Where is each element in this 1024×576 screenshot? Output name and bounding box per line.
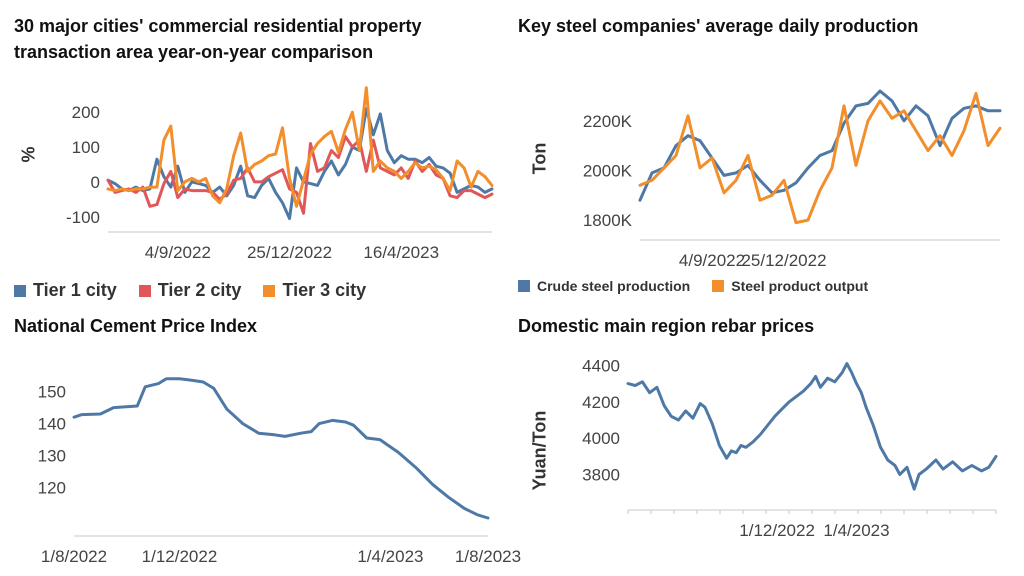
x-tick-label: 1/12/2022 — [142, 547, 218, 566]
chart-title: Key steel companies' average daily produ… — [518, 16, 919, 36]
legend-item-steel: Steel product output — [712, 278, 868, 294]
x-tick-label: 1/4/2023 — [823, 521, 889, 540]
x-tick-label: 16/4/2023 — [363, 243, 439, 262]
legend-label-crude: Crude steel production — [537, 278, 691, 294]
x-tick-label: 4/9/2022 — [679, 251, 745, 270]
series-line-cement-index — [72, 377, 490, 520]
chart-panel-rebar: Domestic main region rebar prices Yuan/T… — [512, 300, 1024, 576]
chart-panel-residential: 30 major cities' commercial residential … — [0, 0, 512, 300]
x-tick-label: 25/12/2022 — [247, 243, 332, 262]
x-tick-label: 4/9/2022 — [145, 243, 211, 262]
legend: Tier 1 city Tier 2 city Tier 3 city — [14, 280, 388, 301]
y-tick-label: 3800 — [582, 466, 620, 485]
x-tick-label: 1/8/2022 — [41, 547, 107, 566]
y-tick-label: 140 — [38, 415, 66, 434]
series-line-steel-product-output — [638, 91, 1002, 225]
cement-index-line-chart: 120 130 140 150 1/8/2022 1/12/2022 1/4/2023 1/8… — [38, 377, 521, 566]
legend-swatch-tier2 — [138, 284, 151, 297]
residential-line-chart: -100 0 100 200 4/9/2022 25/12/2022 16/4/2023 — [66, 86, 494, 262]
series-line-rebar-price — [626, 362, 998, 491]
legend-item-crude: Crude steel production — [518, 278, 690, 294]
y-tick-label: 120 — [38, 479, 66, 498]
legend-item-tier2: Tier 2 city — [138, 280, 242, 301]
legend-swatch-tier1 — [14, 284, 26, 297]
series-line-tier-3-city — [106, 86, 494, 208]
y-tick-label: 150 — [38, 383, 66, 402]
chart-title-line-1: 30 major cities' commercial residential … — [14, 16, 422, 36]
series-line-tier-1-city — [106, 107, 494, 220]
y-tick-label: 4400 — [582, 356, 620, 375]
chart-panel-steel: Key steel companies' average daily produ… — [512, 0, 1024, 300]
y-tick-label: 0 — [91, 173, 100, 192]
legend-label-tier3: Tier 3 city — [282, 280, 367, 300]
legend-label-tier1: Tier 1 city — [33, 280, 117, 300]
x-tick-label: 1/8/2023 — [455, 547, 521, 566]
legend-item-tier3: Tier 3 city — [263, 280, 366, 301]
x-tick-label: 25/12/2022 — [741, 251, 826, 270]
legend-item-tier1: Tier 1 city — [14, 280, 117, 301]
y-tick-label: 2200K — [583, 112, 633, 131]
chart-title-line-2: transaction area year-on-year comparison — [14, 42, 374, 62]
chart-title: National Cement Price Index — [14, 316, 258, 336]
legend-label-tier2: Tier 2 city — [157, 280, 242, 300]
y-tick-label: 200 — [72, 103, 100, 122]
y-tick-label: 100 — [72, 138, 100, 157]
x-tick-label: 1/12/2022 — [739, 521, 815, 540]
y-tick-label: 4200 — [582, 393, 620, 412]
legend-swatch-tier3 — [263, 284, 276, 297]
rebar-price-line-chart: 3800 4000 4200 4400 1/12/2022 1/4/2023 — [582, 356, 998, 540]
legend: Crude steel production Steel product out… — [518, 278, 890, 294]
chart-panel-cement: National Cement Price Index 120 130 140 150… — [0, 300, 521, 576]
y-tick-label: 130 — [38, 447, 66, 466]
legend-swatch-crude — [518, 280, 530, 292]
x-tick-label: 1/4/2023 — [357, 547, 423, 566]
legend-label-steel: Steel product output — [731, 278, 869, 294]
legend-swatch-steel — [712, 280, 725, 292]
y-tick-label: -100 — [66, 208, 100, 227]
y-tick-label: 4000 — [582, 429, 620, 448]
y-tick-label: 2000K — [583, 161, 633, 180]
y-tick-label: 1800K — [583, 211, 633, 230]
chart-title: Domestic main region rebar prices — [518, 316, 815, 336]
series-line-crude-steel-production — [638, 89, 1002, 202]
